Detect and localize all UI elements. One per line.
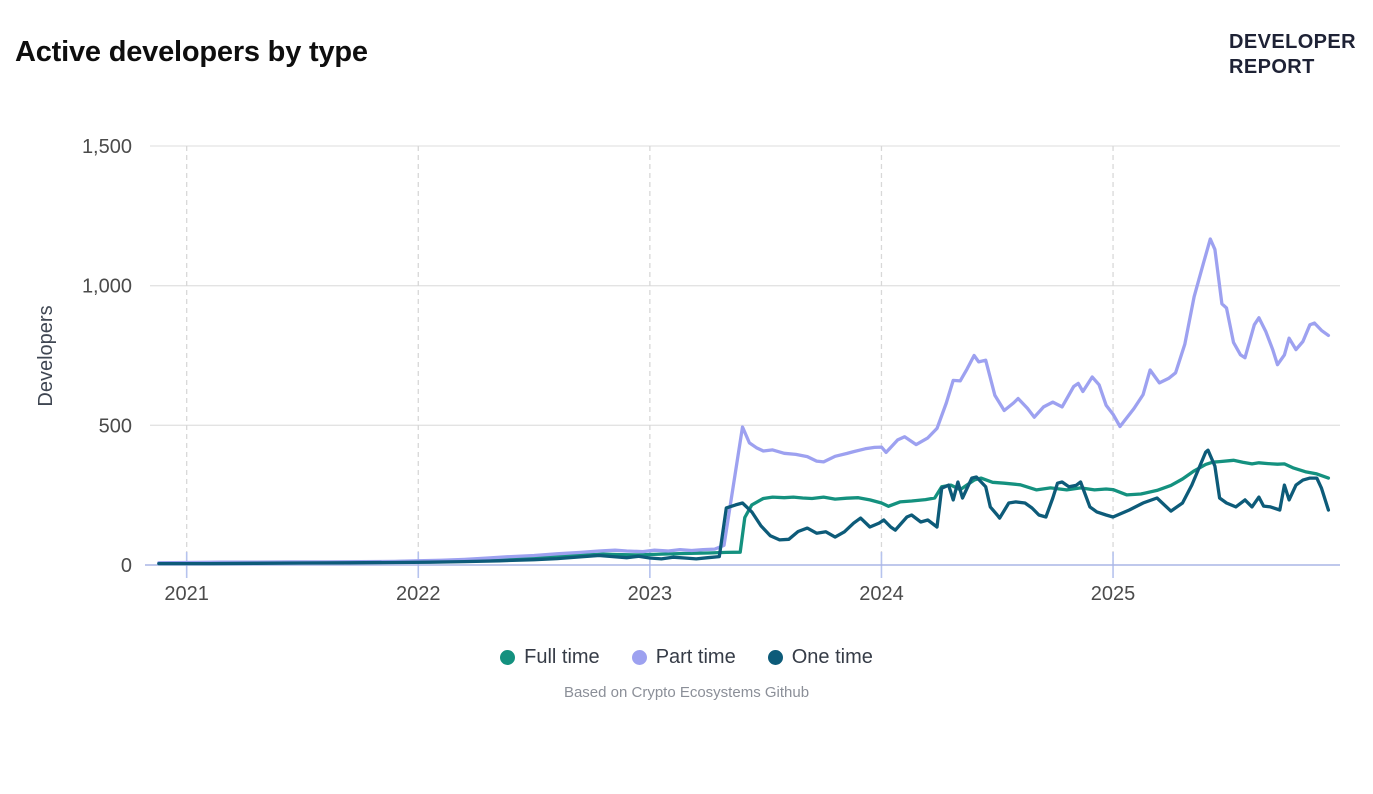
logo-line-1: DEVELOPER: [1229, 31, 1356, 53]
series-line-full-time: [157, 458, 1331, 565]
part-time-dot-icon: [631, 650, 647, 665]
legend-item-full-time: Full time: [500, 646, 600, 669]
y-tick-label-0: 0: [121, 555, 132, 577]
legend-item-one-time: One time: [767, 646, 873, 669]
x-tick-label-2021: 2021: [164, 583, 209, 605]
legend: Full time Part time One time: [0, 646, 1373, 669]
source-caption: Based on Crypto Ecosystems Github: [563, 684, 810, 701]
y-tick-label-500: 500: [99, 415, 132, 437]
x-tick-label-2022: 2022: [396, 583, 441, 605]
logo-line-2: REPORT: [1229, 56, 1315, 78]
y-tick-label-1500: 1,500: [82, 136, 132, 158]
legend-item-part-time: Part time: [631, 646, 736, 669]
legend-label-part-time: Part time: [655, 646, 736, 668]
one-time-dot-icon: [767, 650, 783, 665]
legend-label-full-time: Full time: [524, 646, 600, 668]
developer-report-logo: DEVELOPER REPORT: [1229, 30, 1356, 80]
full-time-dot-icon: [500, 650, 516, 665]
line-chart: 0 500 1,000 1,500 2021 2022 2023 2024 2025 Develo…: [35, 136, 1340, 605]
legend-label-one-time: One time: [791, 646, 873, 668]
x-tick-label-2025: 2025: [1091, 583, 1136, 605]
series-line-part-time: [157, 237, 1331, 565]
series-line-one-time: [157, 448, 1331, 566]
x-tick-label-2023: 2023: [628, 583, 673, 605]
y-tick-label-1000: 1,000: [82, 276, 132, 298]
x-tick-label-2024: 2024: [859, 583, 904, 605]
page-title: Active developers by type: [15, 36, 368, 68]
y-axis-title: Developers: [35, 305, 57, 406]
